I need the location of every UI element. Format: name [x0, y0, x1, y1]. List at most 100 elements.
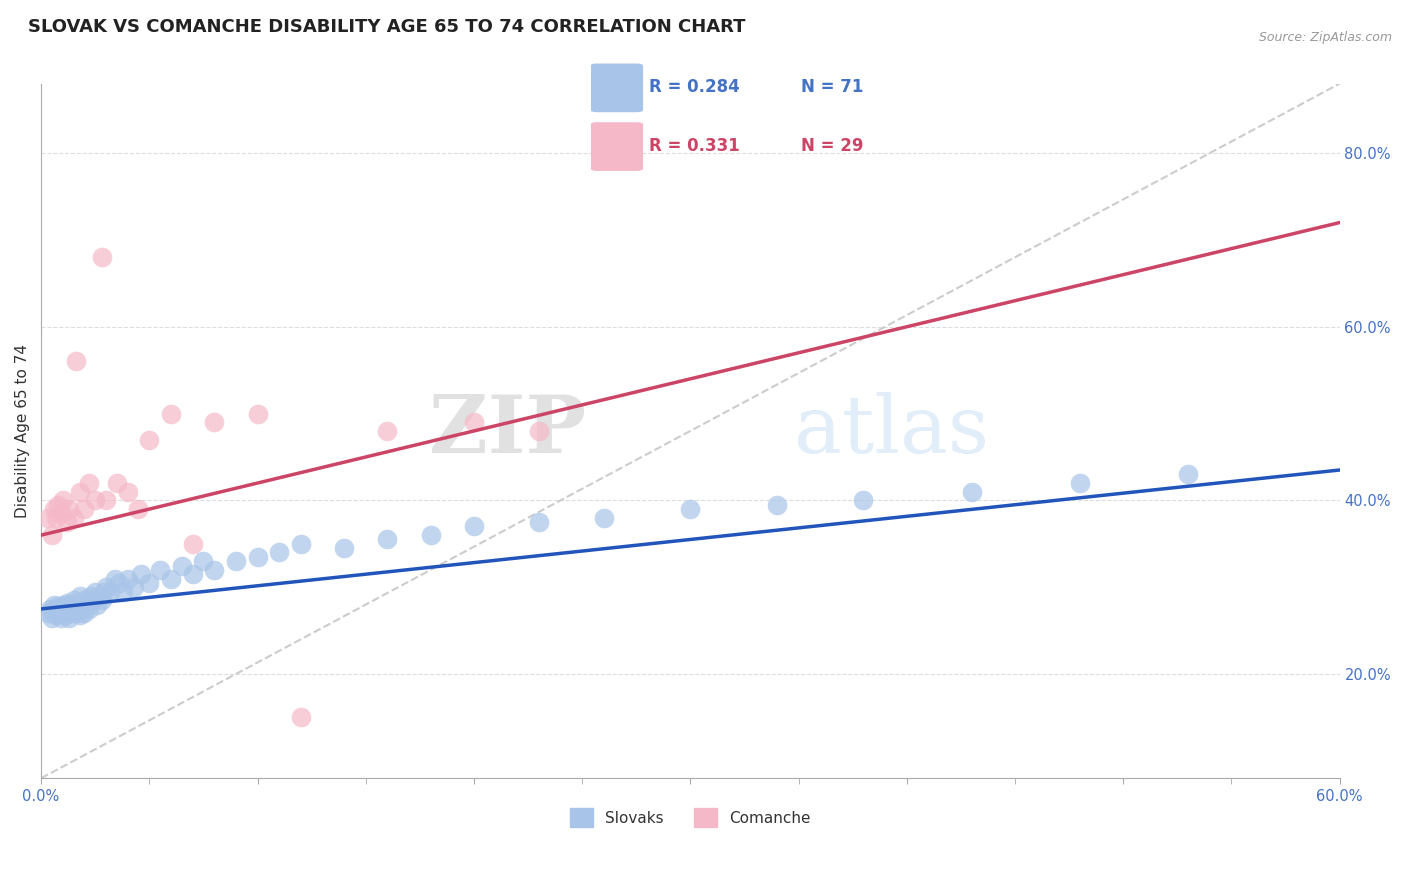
Point — [80, 589, 103, 603]
Point — [94, 493, 117, 508]
FancyBboxPatch shape — [591, 122, 643, 171]
Point — [766, 498, 789, 512]
Point — [122, 580, 145, 594]
Point — [52, 598, 75, 612]
Point — [90, 593, 112, 607]
Point — [149, 563, 172, 577]
Point — [160, 407, 183, 421]
Point — [42, 502, 65, 516]
Point — [86, 598, 108, 612]
Point — [76, 598, 98, 612]
Point — [104, 572, 127, 586]
Point — [269, 545, 291, 559]
Point — [77, 602, 100, 616]
FancyBboxPatch shape — [591, 63, 643, 112]
Point — [117, 572, 139, 586]
Point — [98, 584, 121, 599]
Point — [48, 599, 70, 614]
Point — [117, 484, 139, 499]
Legend: Slovaks, Comanche: Slovaks, Comanche — [564, 802, 817, 833]
Text: atlas: atlas — [794, 392, 990, 470]
Point — [84, 493, 107, 508]
Point — [105, 476, 128, 491]
Point — [69, 589, 91, 603]
Point — [527, 515, 550, 529]
Y-axis label: Disability Age 65 to 74: Disability Age 65 to 74 — [15, 344, 30, 518]
Point — [65, 607, 87, 621]
Point — [62, 602, 84, 616]
Point — [333, 541, 356, 556]
Point — [60, 604, 83, 618]
Point — [112, 584, 135, 599]
Point — [375, 533, 398, 547]
Point — [45, 510, 67, 524]
Point — [73, 593, 96, 607]
Point — [53, 601, 76, 615]
Point — [52, 605, 75, 619]
Point — [45, 602, 67, 616]
Point — [60, 607, 83, 621]
Point — [852, 493, 875, 508]
Point — [246, 549, 269, 564]
Point — [94, 580, 117, 594]
Point — [193, 554, 215, 568]
Text: Source: ZipAtlas.com: Source: ZipAtlas.com — [1258, 31, 1392, 45]
Point — [108, 575, 131, 590]
Point — [290, 710, 312, 724]
Point — [49, 607, 72, 621]
Point — [48, 498, 70, 512]
Point — [73, 502, 96, 516]
Point — [160, 572, 183, 586]
Point — [58, 599, 80, 614]
Point — [65, 354, 87, 368]
Text: N = 71: N = 71 — [801, 78, 863, 96]
Point — [138, 433, 160, 447]
Point — [181, 537, 204, 551]
Point — [225, 554, 247, 568]
Point — [49, 610, 72, 624]
Point — [202, 563, 225, 577]
Point — [73, 607, 96, 621]
Point — [960, 484, 983, 499]
Point — [37, 607, 59, 621]
Point — [592, 510, 614, 524]
Point — [181, 567, 204, 582]
Point — [246, 407, 269, 421]
Point — [45, 607, 67, 622]
Point — [290, 537, 312, 551]
Point — [202, 415, 225, 429]
Point — [48, 605, 70, 619]
Point — [53, 607, 76, 622]
Text: R = 0.284: R = 0.284 — [650, 78, 740, 96]
Text: ZIP: ZIP — [429, 392, 586, 470]
Point — [58, 610, 80, 624]
Point — [41, 610, 63, 624]
Point — [58, 502, 80, 516]
Point — [1177, 467, 1199, 482]
Point — [419, 528, 441, 542]
Point — [84, 584, 107, 599]
Text: R = 0.331: R = 0.331 — [650, 137, 740, 155]
Point — [93, 584, 115, 599]
Point — [679, 502, 702, 516]
Text: SLOVAK VS COMANCHE DISABILITY AGE 65 TO 74 CORRELATION CHART: SLOVAK VS COMANCHE DISABILITY AGE 65 TO … — [28, 18, 745, 36]
Point — [62, 593, 84, 607]
Point — [56, 596, 79, 610]
Point — [62, 510, 84, 524]
Point — [463, 519, 485, 533]
Point — [375, 424, 398, 438]
Point — [170, 558, 193, 573]
Point — [463, 415, 485, 429]
Point — [66, 601, 89, 615]
Point — [69, 607, 91, 622]
Point — [56, 607, 79, 621]
Point — [42, 598, 65, 612]
Point — [37, 510, 59, 524]
Point — [49, 507, 72, 521]
Point — [77, 476, 100, 491]
Point — [65, 598, 87, 612]
Point — [138, 575, 160, 590]
Point — [41, 528, 63, 542]
Point — [52, 493, 75, 508]
Point — [129, 567, 152, 582]
